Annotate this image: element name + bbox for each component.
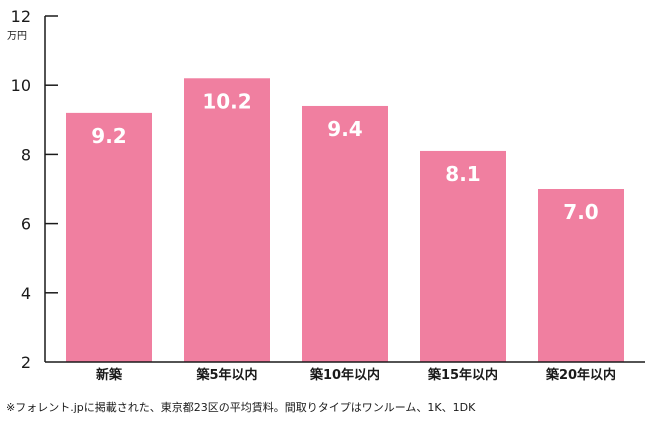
y-tick-label: 4	[21, 284, 31, 303]
category-label: 築15年以内	[427, 367, 498, 383]
bar-value-label: 9.2	[91, 124, 126, 148]
value-labels: 9.2 10.2 9.4 8.1 7.0	[91, 89, 598, 224]
bars	[66, 78, 624, 363]
bar-value-label: 9.4	[327, 117, 362, 141]
bar-value-label: 10.2	[202, 89, 251, 113]
bar	[66, 112, 152, 362]
y-axis-unit-label: 万円	[7, 31, 27, 42]
y-tick-label: 6	[21, 215, 31, 234]
category-labels: 新築 築5年以内 築10年以内 築15年以内 築20年以内	[96, 367, 616, 383]
bar	[184, 78, 270, 362]
y-tick-label: 12	[11, 7, 31, 26]
category-label: 築5年以内	[195, 367, 257, 383]
category-label: 新築	[96, 367, 123, 383]
bar-value-label: 8.1	[445, 162, 480, 186]
category-label: 築20年以内	[545, 367, 616, 383]
bar	[538, 189, 624, 362]
y-tick-label: 10	[11, 76, 31, 95]
y-tick-label: 2	[21, 353, 31, 372]
bar	[420, 150, 506, 362]
category-label: 築10年以内	[309, 367, 380, 383]
footnote: ※フォレント.jpに掲載された、東京都23区の平均賃料。間取りタイプはワンルーム…	[6, 401, 476, 414]
y-tick-label: 8	[21, 145, 31, 164]
bar	[302, 105, 388, 363]
y-axis-ticks: 2 4 6 8 10 12	[11, 7, 58, 372]
bar-value-label: 7.0	[563, 200, 598, 224]
